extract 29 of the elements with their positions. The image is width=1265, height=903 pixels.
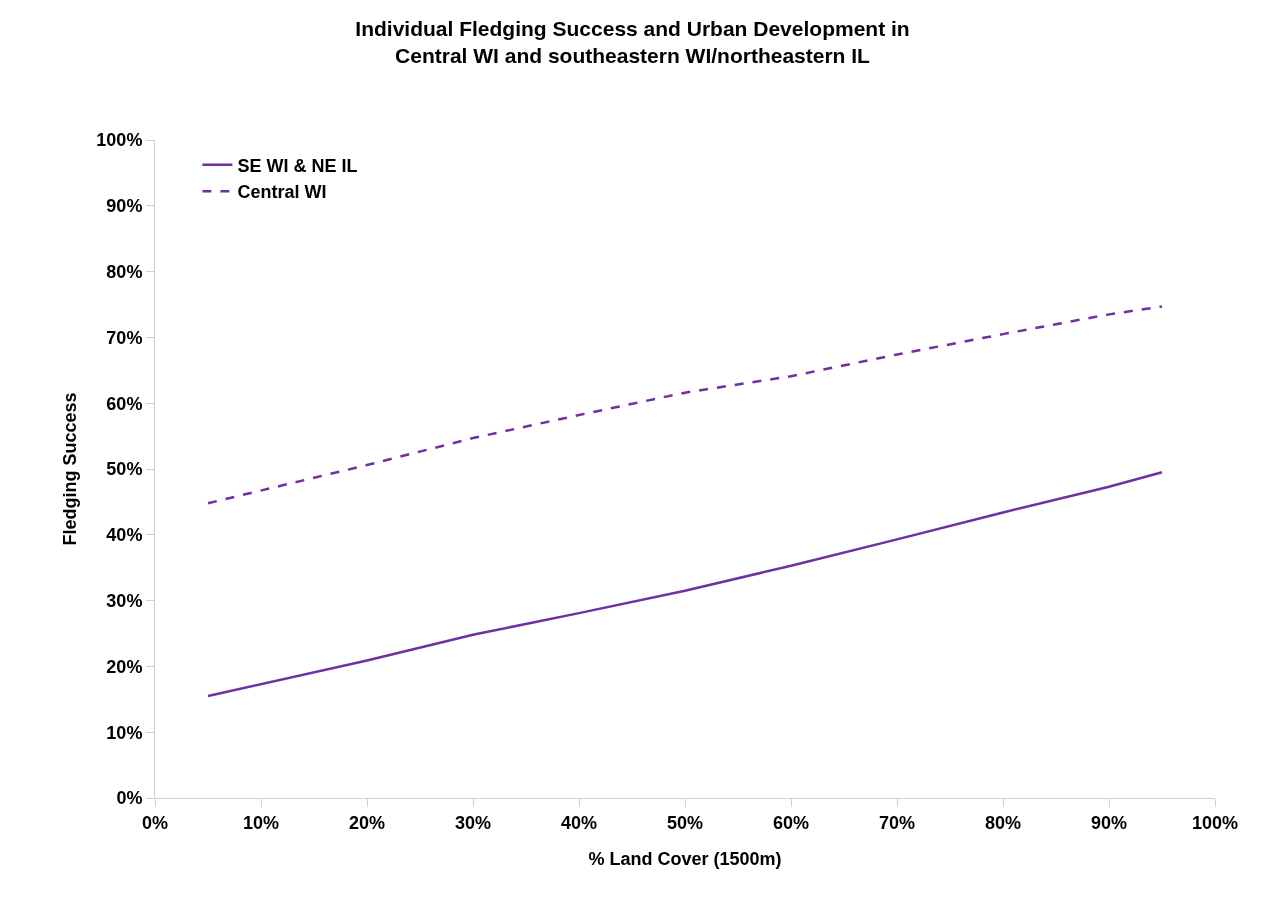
x-tick-label: 70% bbox=[878, 812, 916, 833]
y-tick-label: 100% bbox=[96, 130, 143, 151]
x-tick-label: 0% bbox=[141, 812, 169, 833]
line-series bbox=[206, 471, 1164, 698]
x-tick-label: 100% bbox=[1191, 812, 1239, 833]
chart-title: Individual Fledging Success and Urban Development in Central WI and southeastern WI/northeastern IL bbox=[355, 17, 910, 68]
y-tick-label: 0% bbox=[116, 788, 143, 809]
legend-label: SE WI & NE IL bbox=[237, 155, 358, 176]
x-tick-label: 40% bbox=[560, 812, 598, 833]
y-tick-label: 90% bbox=[106, 196, 143, 217]
y-tick-label: 30% bbox=[106, 590, 143, 611]
x-tick-label: 60% bbox=[772, 812, 810, 833]
x-tick-label: 50% bbox=[666, 812, 704, 833]
line-series bbox=[206, 305, 1164, 505]
y-tick-label: 10% bbox=[106, 722, 143, 743]
x-tick-label: 20% bbox=[348, 812, 386, 833]
legend-label: Central WI bbox=[237, 182, 327, 203]
y-tick-label: 20% bbox=[106, 656, 143, 677]
y-tick-label: 50% bbox=[106, 459, 143, 480]
x-tick-label: 10% bbox=[242, 812, 280, 833]
x-tick-label: 30% bbox=[454, 812, 492, 833]
y-tick-label: 60% bbox=[106, 393, 143, 414]
x-axis-title: % Land Cover (1500m) bbox=[588, 848, 782, 869]
y-axis-title: Fledging Success bbox=[59, 392, 80, 546]
y-tick-label: 70% bbox=[106, 327, 143, 348]
y-tick-label: 80% bbox=[106, 261, 143, 282]
x-tick-label: 80% bbox=[984, 812, 1022, 833]
y-tick-label: 40% bbox=[106, 525, 143, 546]
x-tick-label: 90% bbox=[1090, 812, 1128, 833]
